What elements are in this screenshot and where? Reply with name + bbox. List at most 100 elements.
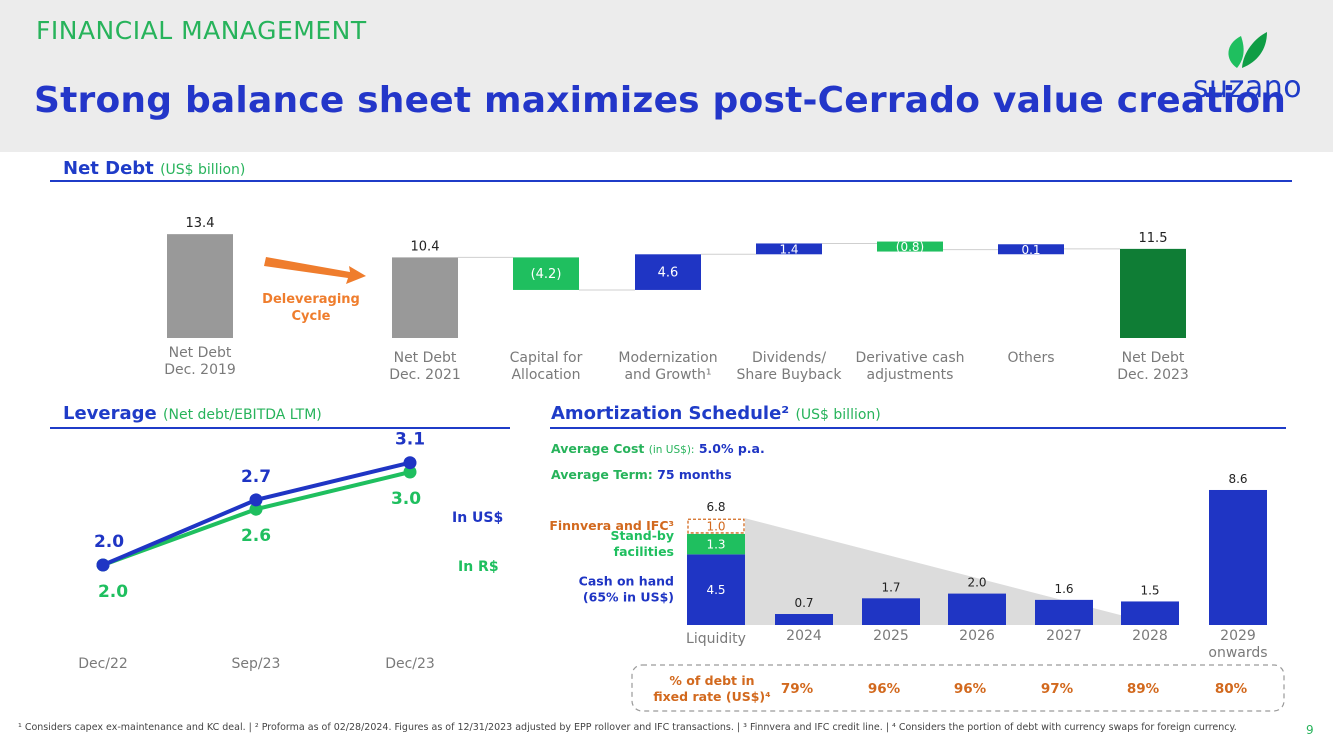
deleveraging-label-2: Cycle — [292, 309, 331, 324]
fixed-rate-box — [631, 664, 1285, 712]
leverage-x-label: Dec/22 — [78, 656, 128, 672]
amortization-category-label: 2029 — [1220, 628, 1256, 644]
amortization-bar — [1121, 601, 1179, 625]
waterfall-category-label: Net Debt — [169, 345, 232, 361]
legend-rs: In R$ — [458, 559, 499, 575]
leaf-icon — [1228, 32, 1267, 68]
coverage-shading — [745, 518, 1159, 625]
deleveraging-arrow — [264, 257, 366, 284]
fixed-rate-value: 79% — [781, 681, 814, 697]
waterfall-category-label: adjustments — [867, 367, 954, 383]
amortization-bar-chart: 4.5 Cash on hand(65% in US$) 1.3 Stand-byfa… — [549, 472, 1285, 712]
legend-us: In US$ — [452, 510, 503, 526]
amortization-bar — [948, 593, 1006, 625]
fixed-rate-value: 80% — [1215, 681, 1248, 697]
leverage-subtitle: (Net debt/EBITDA LTM) — [163, 407, 322, 423]
leverage-line-chart: Dec/22 Sep/23 Dec/23 2.0 2.7 3.1 2.0 2.6 3.0 In U… — [78, 430, 503, 672]
leverage-rule — [50, 427, 510, 429]
leverage-point — [249, 502, 263, 516]
average-cost-value: 5.0% p.a. — [698, 441, 765, 456]
waterfall-value-label: 4.6 — [658, 266, 679, 281]
liquidity-segment-value: 4.5 — [706, 583, 725, 597]
leverage-title-text: Leverage — [63, 403, 157, 424]
average-cost: Average Cost (in US$): 5.0% p.a. — [551, 441, 765, 456]
net-debt-rule — [50, 180, 1292, 182]
amortization-rule — [550, 427, 1286, 429]
liquidity-segment — [687, 533, 745, 555]
amortization-category-label: onwards — [1208, 645, 1267, 661]
page-number: 9 — [1306, 723, 1314, 737]
leverage-title: Leverage (Net debt/EBITDA LTM) — [63, 403, 322, 424]
leverage-us-value-label: 2.0 — [94, 532, 124, 552]
amortization-category-label: 2024 — [786, 628, 822, 644]
amortization-category-label: Liquidity — [686, 631, 746, 647]
amortization-category-label: 2028 — [1132, 628, 1168, 644]
waterfall-value-label: 11.5 — [1139, 231, 1168, 246]
fixed-rate-label-2: fixed rate (US$)⁴ — [653, 689, 770, 704]
net-debt-title: Net Debt (US$ billion) — [63, 158, 245, 179]
waterfall-bar — [756, 243, 822, 255]
liquidity-segment-label: Stand-by — [610, 528, 674, 543]
waterfall-category-label: Dec. 2021 — [389, 367, 461, 383]
waterfall-category-label: Net Debt — [394, 350, 457, 366]
amortization-category-label: 2026 — [959, 628, 995, 644]
waterfall-category-label: Allocation — [511, 367, 580, 383]
waterfall-category-label: Net Debt — [1122, 350, 1185, 366]
amortization-subtitle: (US$ billion) — [795, 407, 881, 423]
leverage-us-value-label: 3.1 — [395, 430, 425, 450]
fixed-rate-value: 89% — [1127, 681, 1160, 697]
fixed-rate-label-1: % of debt in — [669, 673, 754, 688]
amortization-category-label: 2025 — [873, 628, 909, 644]
leverage-us-value-label: 2.7 — [241, 467, 271, 487]
fixed-rate-value: 96% — [954, 681, 987, 697]
waterfall-value-label: 13.4 — [186, 216, 215, 231]
waterfall-value-label: (0.8) — [896, 240, 924, 254]
waterfall-category-label: Modernization — [618, 350, 717, 366]
leverage-point — [403, 456, 417, 470]
footnote: ¹ Considers capex ex-maintenance and KC … — [18, 722, 1237, 733]
page-title: Strong balance sheet maximizes post-Cerr… — [34, 80, 1287, 121]
amortization-value-label: 2.0 — [967, 576, 986, 590]
waterfall-category-label: and Growth¹ — [624, 367, 711, 383]
leverage-x-label: Dec/23 — [385, 656, 435, 672]
average-term-label: Average Term: — [551, 467, 653, 482]
leverage-point — [403, 465, 417, 479]
amortization-value-label: 6.8 — [706, 500, 725, 514]
amortization-value-label: 8.6 — [1228, 472, 1247, 486]
waterfall-category-label: Dividends/ — [752, 350, 826, 366]
amortization-category-label: 2027 — [1046, 628, 1082, 644]
liquidity-segment — [687, 518, 745, 534]
amortization-value-label: 1.6 — [1054, 582, 1073, 596]
liquidity-segment-value: 1.0 — [706, 520, 725, 534]
net-debt-subtitle: (US$ billion) — [160, 162, 246, 178]
waterfall-bar — [877, 241, 943, 252]
amortization-title: Amortization Schedule² (US$ billion) — [551, 403, 881, 424]
liquidity-segment-label: (65% in US$) — [583, 590, 674, 605]
header-band — [0, 0, 1333, 152]
average-cost-unit: (in US$): — [648, 444, 695, 456]
leverage-x-label: Sep/23 — [232, 656, 281, 672]
section-label: FINANCIAL MANAGEMENT — [36, 16, 367, 45]
leverage-rs-value-label: 2.6 — [241, 526, 271, 546]
fixed-rate-value: 96% — [868, 681, 901, 697]
waterfall-bar — [1120, 248, 1186, 338]
liquidity-segment-label: facilities — [614, 544, 674, 559]
waterfall-value-label: (4.2) — [531, 267, 562, 282]
amortization-bar — [1209, 489, 1267, 625]
waterfall-value-label: 0.1 — [1021, 243, 1040, 257]
waterfall-category-label: Dec. 2019 — [164, 362, 236, 378]
amortization-value-label: 0.7 — [794, 596, 813, 610]
average-term: Average Term: 75 months — [551, 467, 732, 482]
waterfall-bar — [513, 257, 579, 290]
waterfall-category-label: Derivative cash — [855, 350, 964, 366]
deleveraging-label-1: Deleveraging — [262, 292, 360, 307]
amortization-bar — [862, 598, 920, 625]
logo-text: suzano — [1192, 70, 1303, 105]
leverage-point — [249, 493, 263, 507]
waterfall-category-label: Others — [1007, 350, 1054, 366]
waterfall-value-label: 1.4 — [779, 242, 798, 256]
waterfall-bar — [167, 234, 233, 338]
waterfall-value-label: 10.4 — [411, 239, 440, 254]
